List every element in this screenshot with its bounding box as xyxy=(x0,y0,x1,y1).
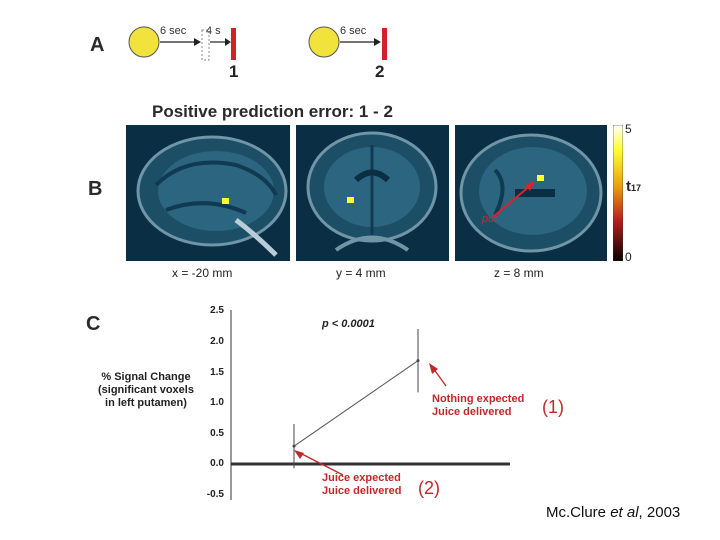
coord-axial: z = 8 mm xyxy=(494,266,544,280)
citation: Mc.Clure et al, 2003 xyxy=(546,504,680,521)
annot-2-line2: Juice delivered xyxy=(322,485,402,497)
panel-b-letter: B xyxy=(88,178,103,200)
putamen-label: put xyxy=(482,213,498,225)
stimulus-circle-1 xyxy=(128,26,160,58)
citation-year: , 2003 xyxy=(638,504,681,521)
coord-coronal: y = 4 mm xyxy=(336,266,386,280)
ylabel-line-3: in left putamen) xyxy=(105,397,187,409)
annot-arrow-2 xyxy=(297,451,344,476)
colorbar-stat-sub: 17 xyxy=(631,183,642,193)
trial1-arrow2-label: 4 s xyxy=(206,25,221,37)
ytick-1.5: 1.5 xyxy=(210,367,224,378)
ytick-0.5: 0.5 xyxy=(210,428,224,439)
colorbar-min: 0 xyxy=(625,250,632,264)
annot-1-text: Nothing expected Juice delivered xyxy=(432,393,524,419)
activation-blob-coronal xyxy=(347,197,354,203)
annot-2-num: (2) xyxy=(418,478,440,498)
activation-blob-sagittal xyxy=(222,198,229,204)
ylabel-line-2: (significant voxels xyxy=(98,384,194,396)
ytick-neg0.5: -0.5 xyxy=(206,489,224,500)
citation-etal: et al xyxy=(610,504,639,521)
trial2-arrow-label: 6 sec xyxy=(340,25,367,37)
coord-sagittal: x = -20 mm xyxy=(172,266,233,280)
trial-number-1: 1 xyxy=(229,62,239,81)
panel-a-diagram xyxy=(128,26,387,61)
activation-blob-axial xyxy=(537,175,544,181)
ytick-2.0: 2.0 xyxy=(210,336,224,347)
panel-c-letter: C xyxy=(86,313,101,335)
y-axis-label: % Signal Change (significant voxels in l… xyxy=(86,371,206,410)
p-value: p < 0.0001 xyxy=(322,318,375,330)
reward-bar-1 xyxy=(231,28,236,60)
ytick-0.0: 0.0 xyxy=(210,458,224,469)
annot-2-line1: Juice expected xyxy=(322,472,401,484)
ylabel-line-1: % Signal Change xyxy=(101,371,191,383)
delay-box xyxy=(201,29,210,61)
data-point-2 xyxy=(416,359,420,363)
annot-1-num: (1) xyxy=(542,397,564,417)
reward-bar-2 xyxy=(382,28,387,60)
panel-b-title: Positive prediction error: 1 - 2 xyxy=(152,102,393,121)
putamen-arrow xyxy=(492,184,532,218)
coronal-scan xyxy=(296,125,449,261)
data-point-1 xyxy=(292,444,296,448)
colorbar-max: 5 xyxy=(625,122,632,136)
colorbar-stat-label: t17 xyxy=(626,178,641,195)
sagittal-scan xyxy=(126,125,290,261)
annot-1-line2: Juice delivered xyxy=(432,406,512,418)
colorbar xyxy=(613,125,623,261)
trial-number-2: 2 xyxy=(375,62,385,81)
data-line xyxy=(293,360,419,447)
annot-2-text: Juice expected Juice delivered xyxy=(322,472,402,498)
trial1-arrow1-label: 6 sec xyxy=(160,25,187,37)
ytick-2.5: 2.5 xyxy=(210,305,224,316)
panel-a-letter: A xyxy=(90,34,105,56)
stimulus-circle-2 xyxy=(308,26,340,58)
citation-author: Mc.Clure xyxy=(546,504,611,521)
signal-change-chart xyxy=(230,310,510,500)
axial-scan xyxy=(455,125,607,261)
colorbar-stat: t xyxy=(626,178,631,195)
annot-1-line1: Nothing expected xyxy=(432,393,525,405)
ytick-1.0: 1.0 xyxy=(210,397,224,408)
